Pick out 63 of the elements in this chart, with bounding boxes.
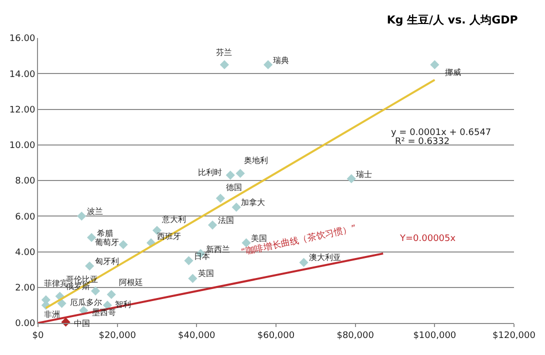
annotation: 新西兰 — [206, 245, 230, 254]
annotation: R² = 0.6332 — [395, 137, 450, 147]
y-tick-label: 0.00 — [15, 319, 36, 330]
annotation: 厄瓜多尔 — [70, 298, 102, 307]
point — [208, 220, 218, 230]
y-tick-label: 6.00 — [15, 212, 36, 222]
point — [118, 240, 128, 250]
point — [220, 60, 229, 70]
y-tick-label: 14.00 — [9, 70, 36, 80]
x-tick-label: $60,000 — [257, 330, 295, 341]
point — [264, 60, 273, 70]
annotation: 日本 — [194, 252, 210, 261]
x-tick-label: $20,000 — [98, 330, 136, 341]
annotation: 比利时 — [198, 168, 222, 177]
annotation: 法国 — [218, 216, 234, 225]
annotation: y = 0.0001x + 0.6547 — [391, 128, 492, 138]
y-tick-label: 16.00 — [9, 34, 36, 44]
annotation: 英国 — [198, 269, 214, 278]
annotation: 意大利 — [161, 215, 186, 224]
x-tick-label: $0 — [32, 330, 44, 341]
point — [90, 286, 100, 296]
annotation: 澳大利亚 — [309, 253, 341, 262]
annotation: 德国 — [226, 183, 242, 192]
point — [85, 261, 94, 271]
annotation: 中国 — [74, 319, 90, 328]
point — [87, 232, 96, 242]
annotation: 瑞典 — [273, 56, 289, 65]
x-tick-label: $120,000 — [492, 330, 536, 341]
annotation: 芬兰 — [216, 48, 232, 57]
annotation: 奥地利 — [244, 156, 268, 165]
point — [184, 256, 194, 266]
point — [57, 298, 66, 308]
annotation: 希腊 — [97, 229, 113, 238]
annotation: 菲律宾 — [44, 279, 68, 288]
x-tick-label: $40,000 — [178, 330, 216, 341]
point — [232, 202, 241, 212]
annotation: Y=0.00005x — [399, 234, 456, 244]
y-tick-label: 12.00 — [9, 105, 36, 116]
point — [430, 60, 440, 70]
point — [299, 258, 308, 267]
point — [106, 290, 116, 300]
annotation: 阿根廷 — [119, 278, 143, 287]
annotation: 挪威 — [445, 68, 461, 77]
chart-title: Kg 生豆/人 vs. 人均GDP — [386, 14, 518, 27]
annotation: 非洲 — [44, 310, 60, 319]
annotation: 加拿大 — [241, 198, 265, 207]
annotation: 葡萄牙 — [95, 238, 119, 247]
annotation: 匈牙利 — [95, 257, 119, 266]
y-tick-label: 4.00 — [15, 248, 36, 258]
point — [346, 174, 356, 184]
y-tick-label: 10.00 — [9, 141, 36, 152]
x-tick-label: $100,000 — [413, 330, 456, 341]
annotation: 波兰 — [87, 207, 103, 216]
y-tick-label: 2.00 — [15, 284, 36, 294]
y-tick-label: 8.00 — [15, 176, 36, 187]
point — [188, 274, 198, 284]
point — [77, 212, 86, 221]
annotation: 瑞士 — [356, 170, 372, 179]
annotation: 美国 — [251, 234, 267, 243]
point — [226, 170, 235, 180]
point — [216, 194, 226, 203]
point — [236, 168, 245, 178]
x-tick-label: $80,000 — [336, 330, 374, 341]
